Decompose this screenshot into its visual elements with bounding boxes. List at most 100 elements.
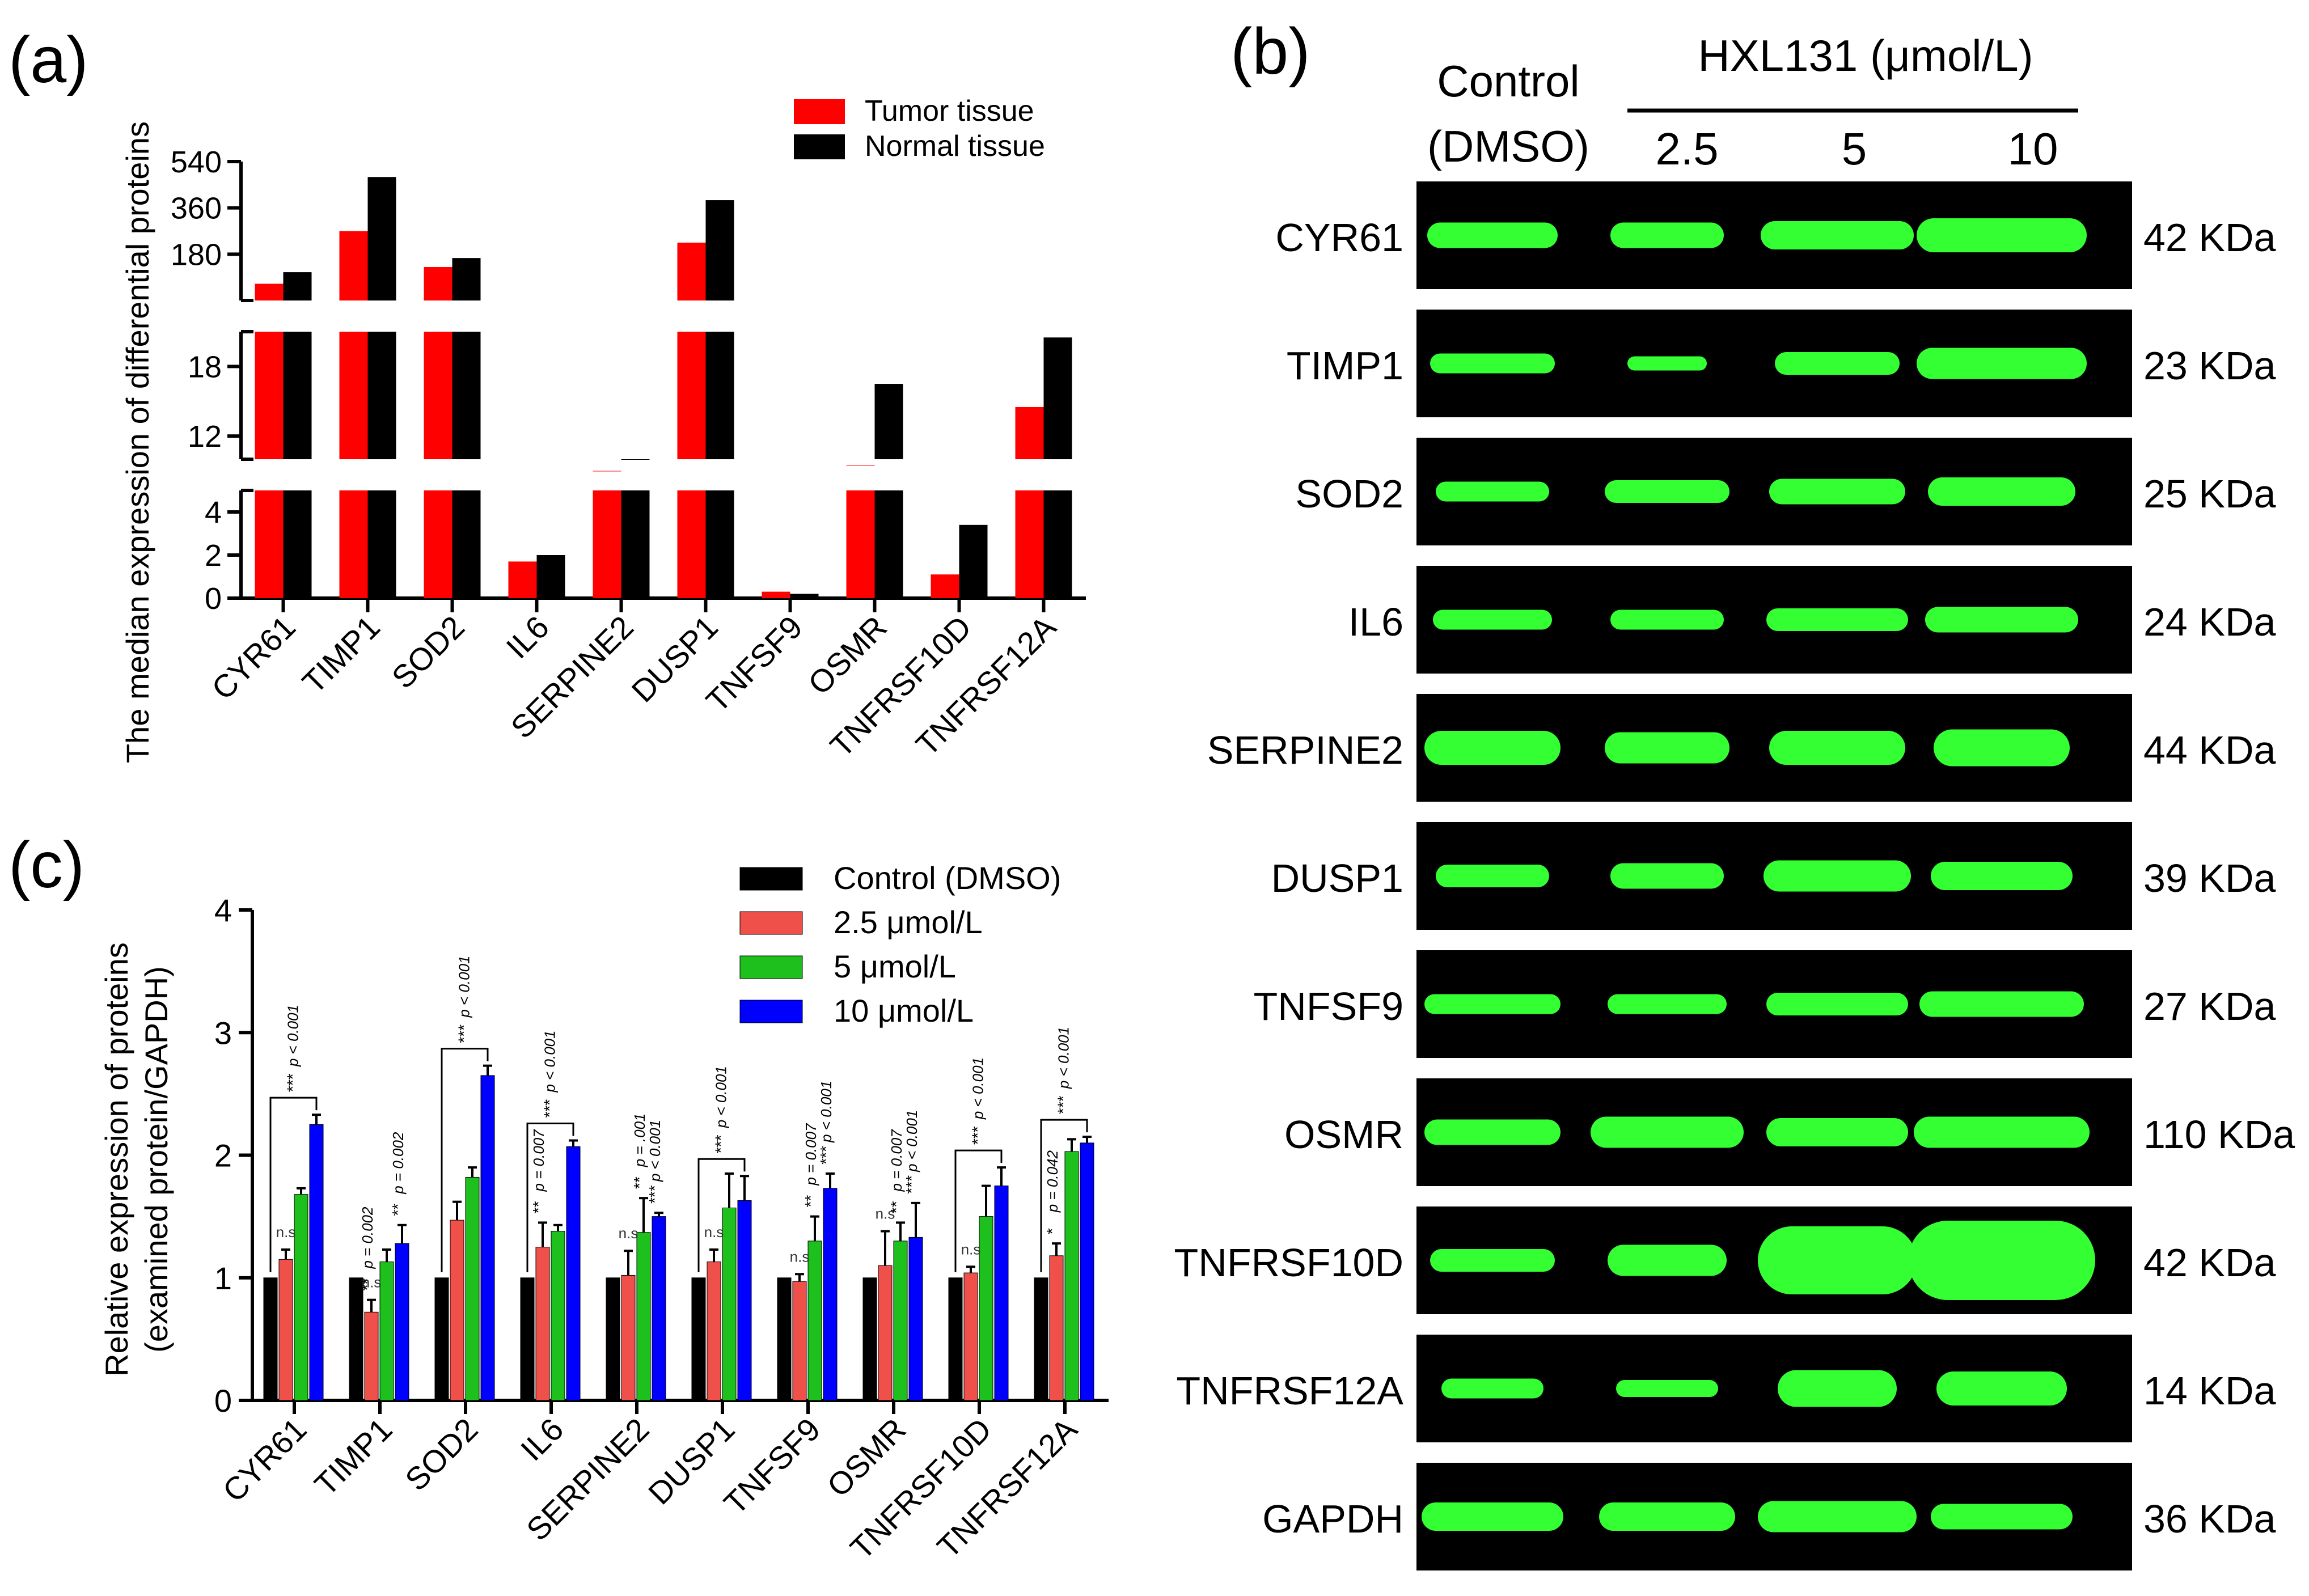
p-value-label: p = .001 — [631, 1113, 648, 1167]
blot-band — [1430, 353, 1555, 374]
bracket-p-value: p < 0.001 — [713, 1066, 730, 1128]
blot-band — [1936, 1371, 2067, 1406]
significance-bracket — [441, 1048, 489, 1272]
bar-5-mol-l-tnfsf9 — [807, 1241, 822, 1401]
significance-mark: *** — [817, 1146, 835, 1165]
bar-segment — [705, 332, 734, 459]
bar-5-mol-l-cyr61 — [294, 1194, 308, 1401]
y-tick-label: 0 — [205, 582, 222, 616]
bar-tumor-tissue-tnfrsf10d — [931, 574, 959, 598]
bar-2-5-mol-l-timp1 — [364, 1311, 379, 1401]
bar-normal-tissue-osmr — [874, 384, 903, 459]
p-value-label: p = 0.007 — [530, 1129, 547, 1192]
legend-label: 2.5 μmol/L — [834, 904, 983, 940]
bar-5-mol-l-timp1 — [379, 1261, 394, 1401]
ns-label: n.s — [876, 1205, 895, 1222]
blot-band — [1608, 1244, 1727, 1276]
bar-2-5-mol-l-tnfrsf12a — [1049, 1255, 1064, 1401]
p-value-label: p = 0.002 — [359, 1206, 376, 1269]
significance-mark: ** — [358, 1279, 376, 1292]
blot-band — [1608, 994, 1727, 1014]
bar-segment — [283, 490, 312, 598]
blot-protein-label: CYR61 — [1275, 215, 1403, 260]
y-tick-label: 360 — [171, 192, 222, 226]
bar-10-mol-l-il6 — [566, 1146, 581, 1401]
header-dose: 5 — [1842, 124, 1867, 174]
ns-label: n.s — [790, 1248, 810, 1265]
blot-band — [1433, 609, 1552, 630]
blot-mw-label: 44 KDa — [2143, 728, 2276, 772]
bar-5-mol-l-serpine2 — [636, 1232, 651, 1401]
blot-mw-label: 110 KDa — [2143, 1112, 2295, 1157]
header-dose: 2.5 — [1655, 124, 1718, 174]
legend-swatch — [739, 911, 803, 935]
bar-2-5-mol-l-tnfrsf10d — [963, 1272, 978, 1401]
bar-segment — [255, 490, 284, 598]
bar-10-mol-l-sod2 — [480, 1075, 495, 1401]
blot-mw-label: 27 KDa — [2143, 984, 2276, 1028]
ns-label: n.s — [704, 1224, 724, 1241]
bar-segment — [255, 332, 284, 459]
blot-band — [1758, 1226, 1917, 1294]
blot-band — [1610, 222, 1724, 248]
blot-band — [1914, 1116, 2090, 1148]
blot-mw-label: 39 KDa — [2143, 856, 2276, 900]
blot-band — [1591, 1116, 1744, 1148]
p-value-label: p = 0.007 — [888, 1129, 905, 1192]
y-tick-label: 3 — [214, 1015, 232, 1051]
bracket-stars: *** — [541, 1099, 559, 1118]
bar-segment — [339, 332, 368, 459]
bar-segment — [283, 332, 312, 459]
blot-band — [1775, 352, 1900, 375]
significance-mark: ** — [631, 1176, 648, 1189]
bar-2-5-mol-l-sod2 — [450, 1220, 464, 1401]
p-value-label: p = 0.042 — [1044, 1150, 1061, 1213]
y-tick-label: 12 — [188, 420, 222, 454]
bar-10-mol-l-tnfrsf12a — [1080, 1142, 1094, 1401]
blot-band — [1764, 860, 1911, 892]
bar-control-dmso--timp1 — [349, 1277, 363, 1401]
bar-10-mol-l-tnfrsf10d — [994, 1186, 1009, 1401]
blot-protein-label: OSMR — [1284, 1112, 1403, 1157]
blot-band — [1424, 994, 1561, 1014]
y-axis-label-line1: Relative expression of proteins — [99, 942, 134, 1377]
significance-mark: ** — [530, 1201, 547, 1214]
panel-b-label: (b) — [1230, 15, 1310, 88]
y-tick-label: 2 — [205, 539, 222, 573]
bar-control-dmso--tnfrsf10d — [948, 1277, 963, 1401]
x-tick-label: SOD2 — [385, 609, 471, 695]
blot-band — [1436, 481, 1549, 502]
bar-segment — [424, 490, 453, 598]
bar-2-5-mol-l-cyr61 — [278, 1259, 293, 1401]
bar-segment — [1043, 490, 1072, 598]
bar-10-mol-l-dusp1 — [737, 1200, 752, 1401]
blot-band — [1766, 608, 1908, 631]
panel-b-western-blots: Control (DMSO) HXL131 (μmol/L) 2.5 5 10 CYR61 4… — [1174, 31, 2295, 1570]
blot-protein-label: SERPINE2 — [1207, 728, 1403, 772]
y-tick-label: 180 — [171, 238, 222, 272]
blot-band — [1928, 477, 2075, 506]
x-tick-label: TIMP1 — [307, 1411, 399, 1502]
blot-band — [1925, 607, 2078, 633]
bar-10-mol-l-tnfsf9 — [823, 1188, 838, 1401]
legend-label: Tumor tissue — [865, 95, 1034, 128]
significance-bracket — [697, 1158, 746, 1272]
p-value-label: p < 0.001 — [646, 1120, 663, 1182]
blot-band — [1931, 862, 2073, 890]
significance-mark: ** — [887, 1201, 905, 1214]
p-value-label: p < 0.001 — [818, 1081, 835, 1143]
ns-label: n.s — [619, 1225, 638, 1242]
panel-c-label: (c) — [9, 829, 84, 901]
x-tick-label: TIMP1 — [295, 609, 387, 700]
p-value-label: p = 0.002 — [390, 1132, 407, 1195]
bar-normal-tissue-cyr61 — [283, 272, 312, 300]
legend-label: 5 μmol/L — [834, 949, 956, 984]
bar-control-dmso--serpine2 — [606, 1277, 620, 1401]
significance-mark: ** — [802, 1195, 819, 1208]
bar-control-dmso--tnfrsf12a — [1034, 1277, 1048, 1401]
blot-mw-label: 36 KDa — [2143, 1497, 2276, 1541]
bar-segment — [1015, 490, 1044, 598]
blot-band — [1610, 863, 1724, 889]
blot-mw-label: 24 KDa — [2143, 600, 2276, 644]
